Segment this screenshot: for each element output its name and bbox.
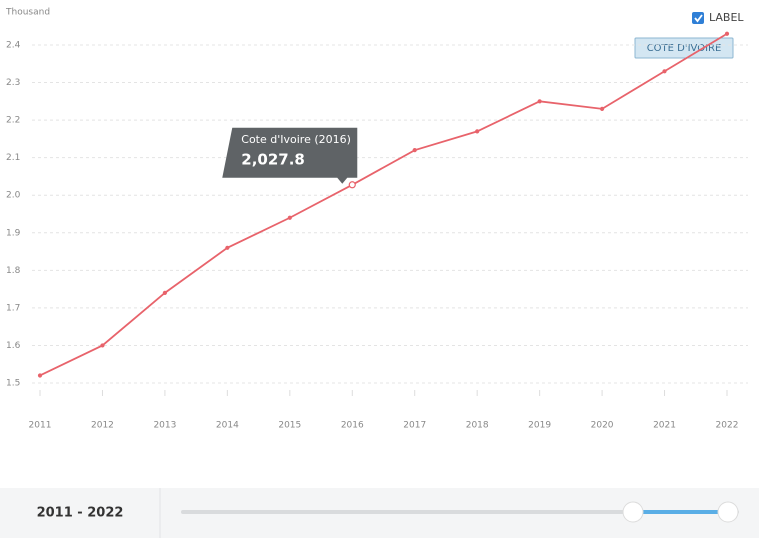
slider-handle-end[interactable] bbox=[717, 501, 739, 523]
y-tick-label: 1.7 bbox=[6, 303, 20, 313]
x-tick-label: 2022 bbox=[716, 421, 739, 431]
tooltip-box bbox=[222, 127, 358, 184]
x-tick-label: 2014 bbox=[216, 421, 239, 431]
x-tick-label: 2019 bbox=[528, 421, 551, 431]
x-tick-label: 2012 bbox=[91, 421, 114, 431]
x-tick-label: 2011 bbox=[29, 421, 52, 431]
data-point bbox=[100, 343, 105, 348]
label-toggle-text[interactable]: LABEL bbox=[709, 11, 744, 24]
unit-label: Thousand bbox=[5, 8, 50, 18]
y-tick-label: 1.9 bbox=[6, 228, 21, 238]
data-point bbox=[599, 106, 605, 111]
data-point bbox=[348, 181, 356, 189]
data-point bbox=[537, 99, 542, 104]
y-tick-label: 2.4 bbox=[6, 41, 21, 51]
tooltip-value: 2,027.8 bbox=[241, 150, 305, 168]
x-tick-label: 2020 bbox=[591, 421, 614, 431]
data-point bbox=[662, 69, 667, 74]
y-tick-label: 2.3 bbox=[6, 78, 20, 88]
y-tick-label: 2.0 bbox=[6, 191, 21, 201]
x-tick-label: 2018 bbox=[466, 421, 489, 431]
y-tick-label: 1.5 bbox=[6, 379, 20, 389]
slider-handle-start[interactable] bbox=[622, 501, 644, 523]
data-point bbox=[287, 215, 292, 220]
legend-button[interactable] bbox=[634, 37, 734, 59]
data-point bbox=[724, 31, 730, 36]
data-point bbox=[475, 129, 480, 134]
x-tick-label: 2013 bbox=[153, 421, 176, 431]
x-tick-label: 2021 bbox=[653, 421, 676, 431]
y-tick-label: 1.8 bbox=[6, 266, 21, 276]
y-tick-label: 2.2 bbox=[6, 116, 20, 126]
line-series bbox=[39, 32, 728, 377]
range-label: 2011 - 2022 bbox=[37, 506, 124, 521]
tooltip-title: Cote d'Ivoire (2016) bbox=[241, 133, 351, 146]
y-tick-label: 2.1 bbox=[6, 153, 20, 163]
y-tick-label: 1.6 bbox=[6, 341, 21, 351]
label-checkbox[interactable] bbox=[692, 12, 704, 24]
legend-label[interactable]: COTE D'IVOIRE bbox=[647, 43, 722, 54]
data-point bbox=[412, 148, 417, 153]
x-tick-label: 2015 bbox=[278, 421, 301, 431]
data-point bbox=[225, 245, 230, 250]
data-point bbox=[37, 373, 43, 378]
check-mark bbox=[694, 14, 703, 23]
tooltip: Cote d'Ivoire (2016) 2,027.8 bbox=[222, 127, 358, 184]
x-tick-label: 2016 bbox=[341, 421, 364, 431]
data-point bbox=[162, 290, 168, 295]
x-tick-label: 2017 bbox=[403, 421, 426, 431]
